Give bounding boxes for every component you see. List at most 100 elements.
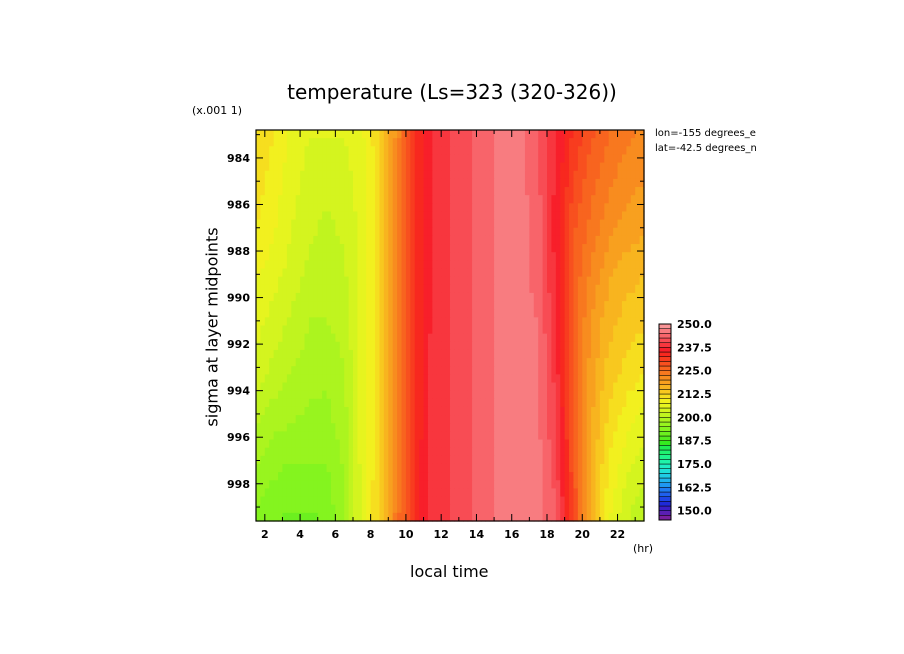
contour-cell xyxy=(379,162,385,172)
contour-cell xyxy=(467,301,473,310)
contour-cell xyxy=(533,439,539,449)
contour-cell xyxy=(450,358,456,367)
contour-cell xyxy=(564,455,570,465)
contour-cell xyxy=(353,341,359,351)
contour-cell xyxy=(524,309,530,318)
colorbar-label: 225.0 xyxy=(677,365,712,378)
contour-cell xyxy=(397,472,403,481)
contour-cell xyxy=(436,170,442,180)
contour-cell xyxy=(595,260,601,270)
colorbar-swatch xyxy=(658,473,672,479)
contour-cell xyxy=(617,512,623,522)
contour-cell xyxy=(524,162,530,172)
contour-cell xyxy=(300,431,306,441)
contour-cell xyxy=(520,227,526,237)
contour-cell xyxy=(330,439,336,449)
contour-cell xyxy=(405,138,411,147)
contour-cell xyxy=(432,374,438,384)
contour-cell xyxy=(357,260,363,270)
contour-cell xyxy=(375,292,381,302)
contour-cell xyxy=(573,138,579,147)
contour-cell xyxy=(485,415,491,424)
contour-cell xyxy=(278,268,284,278)
contour-cell xyxy=(555,252,561,261)
contour-cell xyxy=(308,260,314,270)
contour-cell xyxy=(392,146,398,156)
contour-cell xyxy=(405,244,411,253)
contour-cell xyxy=(529,390,535,400)
contour-cell xyxy=(507,284,513,294)
contour-cell xyxy=(357,211,363,221)
contour-cell xyxy=(427,390,433,400)
contour-cell xyxy=(392,195,398,204)
contour-cell xyxy=(630,349,636,359)
contour-cell xyxy=(577,244,583,253)
contour-cell xyxy=(542,203,548,213)
contour-cell xyxy=(273,398,279,408)
contour-cell xyxy=(286,325,292,335)
contour-cell xyxy=(551,480,557,490)
contour-cell xyxy=(458,382,464,392)
contour-cell xyxy=(573,406,579,416)
contour-cell xyxy=(379,390,385,400)
contour-cell xyxy=(357,382,363,392)
contour-cell xyxy=(472,463,478,473)
contour-cell xyxy=(348,512,354,522)
contour-cell xyxy=(260,406,266,416)
contour-cell xyxy=(635,195,641,204)
contour-cell xyxy=(339,276,345,286)
contour-cell xyxy=(317,349,323,359)
contour-cell xyxy=(621,317,627,327)
contour-cell xyxy=(423,170,429,180)
contour-cell xyxy=(304,349,310,359)
contour-cell xyxy=(326,439,332,449)
contour-cell xyxy=(295,138,301,147)
contour-cell xyxy=(432,170,438,180)
contour-cell xyxy=(423,292,429,302)
contour-cell xyxy=(375,195,381,204)
contour-cell xyxy=(507,358,513,367)
contour-cell xyxy=(639,488,645,498)
contour-cell xyxy=(392,138,398,147)
contour-cell xyxy=(454,512,460,522)
contour-cell xyxy=(441,398,447,408)
contour-cell xyxy=(595,203,601,213)
contour-cell xyxy=(383,431,389,441)
contour-cell xyxy=(551,301,557,310)
contour-cell xyxy=(502,146,508,156)
contour-cell xyxy=(436,146,442,156)
contour-cell xyxy=(604,227,610,237)
contour-cell xyxy=(613,398,619,408)
contour-cell xyxy=(295,203,301,213)
contour-cell xyxy=(494,455,500,465)
contour-cell xyxy=(463,488,469,498)
contour-cell xyxy=(538,480,544,490)
contour-cell xyxy=(498,398,504,408)
contour-cell xyxy=(256,162,262,172)
contour-cell xyxy=(414,317,420,327)
contour-cell xyxy=(494,463,500,473)
contour-cell xyxy=(273,162,279,172)
contour-cell xyxy=(260,431,266,441)
contour-cell xyxy=(463,317,469,327)
contour-cell xyxy=(436,284,442,294)
contour-cell xyxy=(564,431,570,441)
contour-cell xyxy=(476,496,482,506)
contour-cell xyxy=(353,162,359,172)
contour-cell xyxy=(564,178,570,188)
contour-cell xyxy=(454,463,460,473)
contour-cell xyxy=(542,162,548,172)
contour-cell xyxy=(507,211,513,221)
contour-cell xyxy=(608,406,614,416)
contour-cell xyxy=(621,504,627,514)
contour-cell xyxy=(353,390,359,400)
contour-cell xyxy=(516,146,522,156)
contour-cell xyxy=(551,260,557,270)
contour-cell xyxy=(498,260,504,270)
contour-cell xyxy=(613,178,619,188)
contour-cell xyxy=(339,488,345,498)
contour-cell xyxy=(260,512,266,522)
contour-cell xyxy=(286,439,292,449)
contour-cell xyxy=(569,504,575,514)
contour-cell xyxy=(427,244,433,253)
